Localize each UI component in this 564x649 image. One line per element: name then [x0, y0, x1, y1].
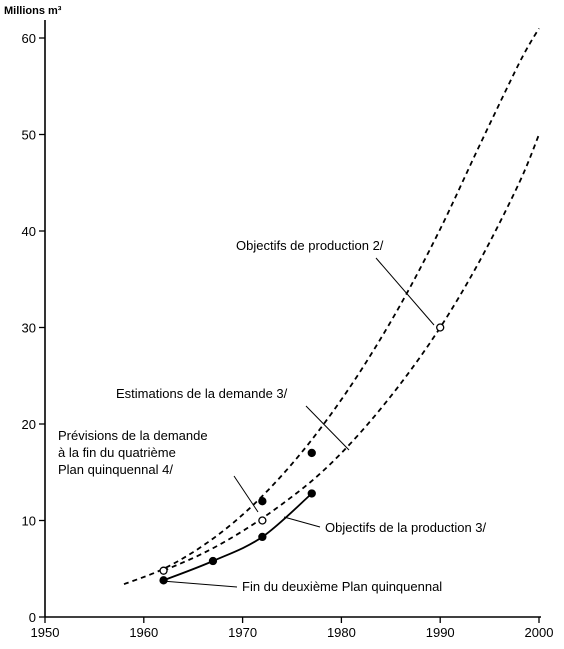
x-tick-label: 2000: [525, 625, 554, 640]
series-line-2: [163, 134, 540, 572]
y-tick-label: 50: [22, 128, 36, 143]
x-tick-label: 1980: [327, 625, 356, 640]
series-3-point: [159, 576, 168, 585]
series-2-point: [436, 323, 445, 332]
series-line-1: [123, 27, 540, 586]
series-2-point: [258, 516, 267, 525]
series-3-point: [258, 532, 267, 542]
leader-line-objectifs-la: [283, 516, 321, 528]
annotation-previsions-line-3: Plan quinquennal 4/: [58, 462, 173, 477]
y-tick-label: 0: [29, 610, 36, 625]
x-axis-ticks: 1950 1960 1970 1980 1990 2000: [31, 617, 554, 640]
y-axis-ticks: 0 10 20 30 40 50 60: [22, 31, 45, 625]
y-tick-label: 30: [22, 321, 36, 336]
annotation-objectifs-la-production-3: Objectifs de la production 3/: [325, 520, 487, 535]
x-tick-label: 1960: [129, 625, 158, 640]
y-tick-label: 20: [22, 417, 36, 432]
annotation-fin-deuxieme-plan: Fin du deuxième Plan quinquennal: [242, 579, 442, 594]
series-layer: [123, 27, 540, 586]
y-tick-label: 40: [22, 224, 36, 239]
series-2-point: [159, 566, 168, 575]
series-1-point: [258, 497, 267, 506]
series-3-point: [208, 556, 218, 566]
leader-line-estimations: [305, 405, 350, 451]
annotation-previsions-line-2: à la fin du quatrième: [58, 445, 176, 460]
x-tick-label: 1950: [31, 625, 60, 640]
series-1-point: [307, 448, 316, 458]
leader-line-objectifs-2: [375, 257, 435, 326]
series-line-3: [163, 492, 313, 582]
series-3-point: [307, 489, 316, 498]
annotation-objectifs-production-2: Objectifs de production 2/: [236, 238, 384, 253]
y-tick-label: 60: [22, 31, 36, 46]
annotation-previsions-line-1: Prévisions de la demande: [58, 428, 208, 443]
annotation-estimations-demande-3: Estimations de la demande 3/: [116, 386, 288, 401]
y-tick-label: 10: [22, 514, 36, 529]
x-tick-label: 1970: [228, 625, 257, 640]
y-axis-label: Millions m³: [4, 5, 62, 17]
leader-line-previsions: [233, 475, 259, 513]
leader-line-fin-deuxieme: [161, 580, 238, 588]
x-tick-label: 1990: [426, 625, 455, 640]
